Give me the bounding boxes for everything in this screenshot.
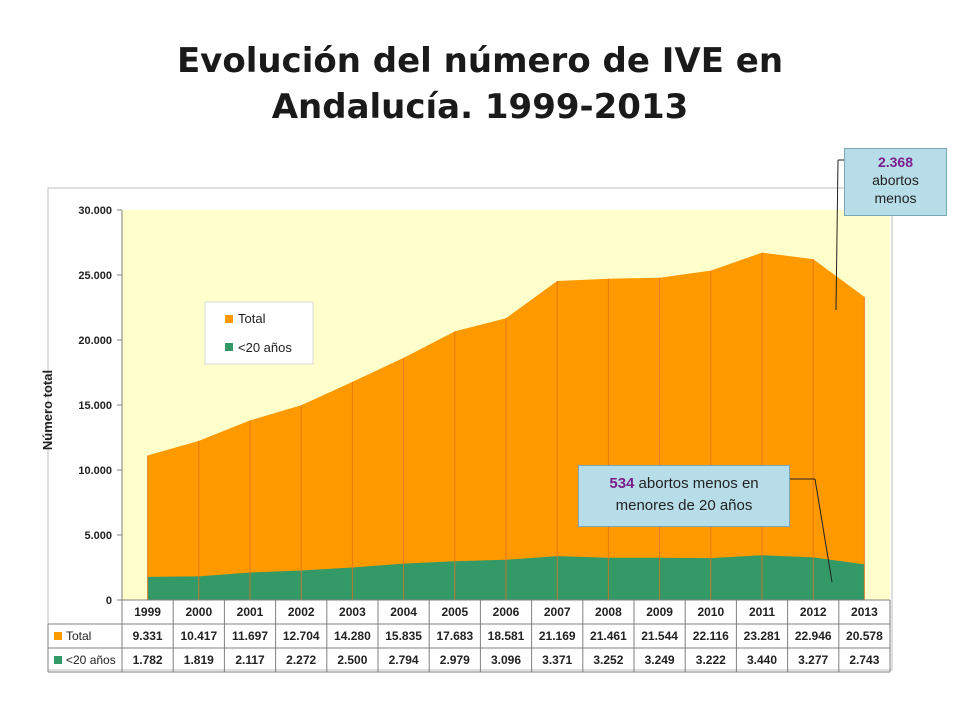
x-tick-label-2010: 2010 <box>697 605 724 619</box>
x-tick-label-2004: 2004 <box>390 605 417 619</box>
data-label-total-2005: 17.683 <box>436 629 473 643</box>
x-tick-label-2005: 2005 <box>441 605 468 619</box>
data-label-under20-2011: 3.440 <box>747 653 777 667</box>
table-row-label-total: Total <box>66 629 91 643</box>
data-label-total-2003: 14.280 <box>334 629 371 643</box>
data-label-total-2011: 23.281 <box>744 629 781 643</box>
page-title: Evolución del número de IVE en Andalucía… <box>0 38 960 130</box>
legend-label-total: Total <box>238 311 266 326</box>
data-label-under20-2002: 2.272 <box>286 653 316 667</box>
data-label-total-2010: 22.116 <box>693 629 729 643</box>
legend-box <box>204 301 314 365</box>
y-tick-label: 20.000 <box>78 335 112 347</box>
x-tick-label-2011: 2011 <box>749 605 775 619</box>
data-label-total-2009: 21.544 <box>641 629 678 643</box>
table-swatch-under20 <box>54 656 62 664</box>
legend-swatch-total <box>225 315 233 323</box>
title-line-1: Evolución del número de IVE en <box>176 41 784 81</box>
callout-total-decrease: 2.368 abortos menos <box>844 148 947 216</box>
data-label-under20-2001: 2.117 <box>235 653 265 667</box>
callout-total-text-1: abortos <box>872 172 919 188</box>
data-label-total-1999: 9.331 <box>133 629 163 643</box>
table-row-label-under20: <20 años <box>66 653 116 667</box>
x-tick-label-2006: 2006 <box>493 605 520 619</box>
legend-swatch-under20 <box>225 343 233 351</box>
data-label-under20-1999: 1.782 <box>133 653 163 667</box>
title-line-2: Andalucía. 1999-2013 <box>271 87 689 127</box>
callout-total-text-2: menos <box>874 190 917 206</box>
data-label-under20-2004: 2.794 <box>389 653 419 667</box>
callout-teen-decrease: 534 abortos menos en menores de 20 años <box>578 465 790 527</box>
x-tick-label-2007: 2007 <box>544 605 571 619</box>
y-tick-label: 25.000 <box>78 270 112 282</box>
x-tick-label-2013: 2013 <box>851 605 878 619</box>
data-label-under20-2000: 1.819 <box>184 653 214 667</box>
y-axis-label: Número total <box>40 370 55 450</box>
callout-teen-number: 534 <box>609 475 635 492</box>
data-label-under20-2008: 3.252 <box>593 653 623 667</box>
data-label-total-2012: 22.946 <box>795 629 832 643</box>
data-label-total-2002: 12.704 <box>283 629 320 643</box>
data-label-total-2007: 21.169 <box>539 629 576 643</box>
x-tick-label-2002: 2002 <box>288 605 315 619</box>
y-tick-label: 30.000 <box>78 205 112 217</box>
data-label-total-2008: 21.461 <box>590 629 627 643</box>
y-tick-label: 15.000 <box>78 400 112 412</box>
data-label-total-2006: 18.581 <box>488 629 525 643</box>
data-label-total-2004: 15.835 <box>385 629 422 643</box>
x-tick-label-2008: 2008 <box>595 605 622 619</box>
x-tick-label-2009: 2009 <box>646 605 673 619</box>
callout-teen-text-1: abortos menos en <box>634 475 759 492</box>
callout-total-pointer <box>835 159 839 311</box>
y-tick-label: 5.000 <box>84 530 112 542</box>
data-label-under20-2010: 3.222 <box>696 653 726 667</box>
x-tick-label-2003: 2003 <box>339 605 366 619</box>
data-label-under20-2013: 2.743 <box>849 653 879 667</box>
x-tick-label-1999: 1999 <box>134 605 161 619</box>
callout-teen-text-2: menores de 20 años <box>615 497 753 514</box>
data-label-under20-2009: 3.249 <box>645 653 675 667</box>
y-tick-label: 10.000 <box>78 465 112 477</box>
x-tick-label-2000: 2000 <box>185 605 212 619</box>
data-label-under20-2006: 3.096 <box>491 653 521 667</box>
x-tick-label-2001: 2001 <box>237 605 264 619</box>
y-tick-label: 0 <box>106 595 112 607</box>
data-label-under20-2005: 2.979 <box>440 653 470 667</box>
data-label-total-2013: 20.578 <box>846 629 883 643</box>
callout-teen-pointer <box>814 478 833 583</box>
callout-total-number: 2.368 <box>877 154 914 170</box>
data-label-total-2001: 11.697 <box>232 629 268 643</box>
data-label-total-2000: 10.417 <box>180 629 217 643</box>
data-label-under20-2007: 3.371 <box>542 653 572 667</box>
legend-label-under20: <20 años <box>238 340 292 355</box>
x-tick-label-2012: 2012 <box>800 605 827 619</box>
data-label-under20-2003: 2.500 <box>337 653 367 667</box>
table-swatch-total <box>54 632 62 640</box>
data-label-under20-2012: 3.277 <box>798 653 828 667</box>
